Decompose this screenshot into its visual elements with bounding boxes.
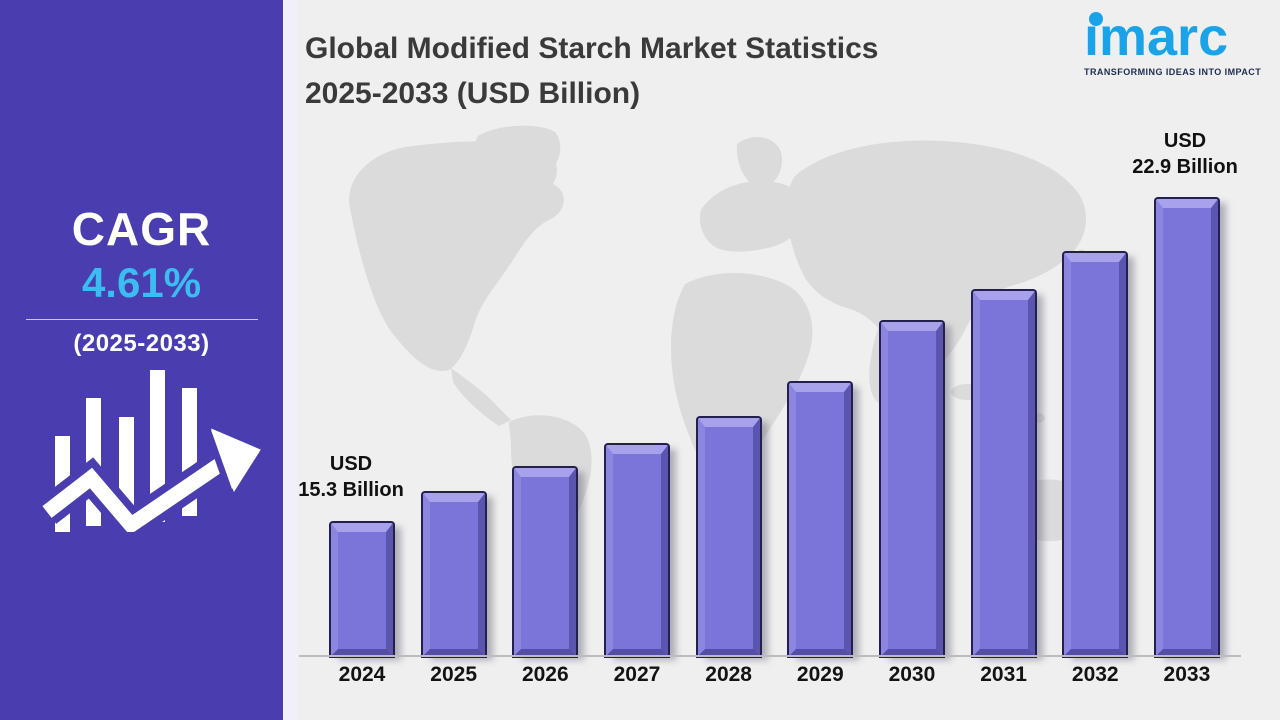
chart-title: Global Modified Starch Market Statistics… (305, 26, 1075, 116)
bar-2028 (697, 418, 760, 656)
main-area: Global Modified Starch Market Statistics… (297, 0, 1280, 720)
bar-2025 (422, 493, 485, 656)
cagr-label: CAGR (71, 203, 212, 255)
bar-2029 (789, 383, 852, 656)
x-axis-label-2025: 2025 (430, 663, 478, 686)
cagr-block: CAGR 4.61% (2025-2033) (0, 205, 283, 358)
bar-2033 (1155, 199, 1218, 656)
bar-2030 (880, 322, 943, 656)
bar-chart (331, 186, 1218, 656)
divider-line (25, 319, 258, 321)
bar-value-label-start: USD 15.3 Billion (298, 453, 404, 501)
x-axis-label-2028: 2028 (705, 663, 752, 686)
x-axis-label-2033: 2033 (1163, 663, 1211, 686)
left-panel: CAGR 4.61% (2025-2033) (0, 0, 283, 720)
chart-title-line2: 2025-2033 (USD Billion) (305, 77, 641, 110)
bar-2031 (972, 291, 1035, 656)
bar-2032 (1064, 253, 1127, 656)
bar-2027 (605, 445, 668, 656)
bar-value-label-end: USD 22.9 Billion (1132, 130, 1238, 178)
x-axis-labels: 2024 2025 2026 2027 2028 2029 2030 2031 2032 2033 (331, 663, 1218, 687)
x-axis-line (299, 655, 1241, 657)
cagr-value: 4.61% (81, 259, 202, 307)
imarc-logo-text: ımarc (1084, 7, 1229, 67)
imarc-logo-i-dot (1089, 12, 1103, 26)
x-axis-label-2029: 2029 (796, 663, 844, 686)
cagr-period: (2025-2033) (73, 330, 210, 358)
growth-chart-arrow-icon (37, 370, 265, 532)
bar-2026 (514, 468, 577, 656)
x-axis-label-2026: 2026 (521, 663, 569, 686)
imarc-tagline: TRANSFORMING IDEAS INTO IMPACT (1084, 67, 1262, 77)
x-axis-label-2027: 2027 (613, 663, 661, 686)
x-axis-label-2030: 2030 (888, 663, 936, 686)
imarc-logo: ımarc TRANSFORMING IDEAS INTO IMPACT (1084, 8, 1264, 77)
chart-title-line1: Global Modified Starch Market Statistics (305, 32, 879, 65)
bar-2024 (331, 523, 393, 656)
x-axis-label-2031: 2031 (980, 663, 1027, 686)
x-axis-label-2024: 2024 (338, 663, 386, 686)
panel-gap-strip (283, 0, 297, 720)
x-axis-label-2032: 2032 (1071, 663, 1119, 686)
